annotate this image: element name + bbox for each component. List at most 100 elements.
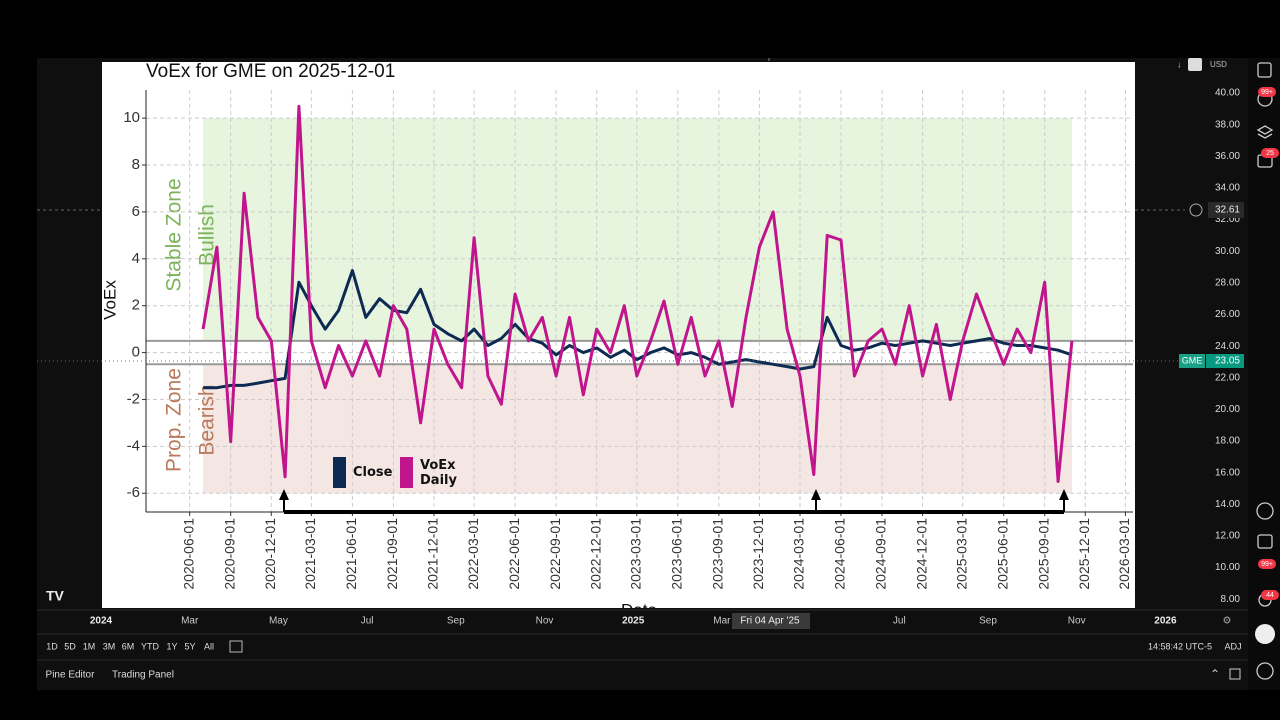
legend-entry: Close xyxy=(353,465,393,480)
currency[interactable]: USD xyxy=(1210,60,1227,69)
time-label: Nov xyxy=(536,616,554,627)
y-tick-label: 4 xyxy=(132,250,140,267)
price-label: 16.00 xyxy=(1215,467,1240,478)
range-button[interactable]: 1D xyxy=(46,641,58,651)
price-label: 14.00 xyxy=(1215,499,1240,510)
time-label: Sep xyxy=(447,616,465,627)
range-button[interactable]: 5Y xyxy=(184,641,195,651)
icon[interactable] xyxy=(1256,125,1274,139)
legend-swatch xyxy=(333,457,346,488)
badge xyxy=(1258,559,1276,569)
y-tick-label: -6 xyxy=(127,484,140,501)
zone-label: Bullish xyxy=(196,204,219,266)
annotation-arrowhead xyxy=(279,489,289,500)
bottom-tab[interactable]: Trading Panel xyxy=(112,670,174,681)
legend-swatch xyxy=(400,457,413,488)
sidebar-icons xyxy=(1256,62,1274,680)
x-tick-label: 2023-09-01 xyxy=(710,518,726,590)
x-tick-label: 2023-03-01 xyxy=(628,518,644,590)
time-label: Mar xyxy=(181,616,199,627)
time-label: Sep xyxy=(979,616,997,627)
range-button[interactable]: 1M xyxy=(83,641,96,651)
calendar-icon[interactable] xyxy=(229,640,243,653)
x-tick-label: 2022-09-01 xyxy=(547,518,563,590)
symbol-label: GME xyxy=(1182,355,1203,365)
crosshair-date: Fri 04 Apr '25 xyxy=(740,616,800,627)
last-price: 23.05 xyxy=(1215,356,1240,367)
price-label: 40.00 xyxy=(1215,88,1240,99)
price-label: 26.00 xyxy=(1215,309,1240,320)
x-tick-label: 2022-06-01 xyxy=(506,518,522,590)
price-label: 36.00 xyxy=(1215,151,1240,162)
range-button[interactable]: YTD xyxy=(141,641,160,651)
range-button[interactable]: 5D xyxy=(64,641,76,651)
x-tick-label: 2024-09-01 xyxy=(873,518,889,590)
price-label: 10.00 xyxy=(1215,562,1240,573)
add-alert[interactable] xyxy=(1189,203,1203,217)
zone xyxy=(203,364,1072,494)
adjust-toggle[interactable]: ADJ xyxy=(1224,641,1241,651)
y-tick-label: 0 xyxy=(132,344,140,361)
time-label: 2026 xyxy=(1154,616,1177,627)
zone xyxy=(203,118,1072,341)
badge-count: 99+ xyxy=(1261,89,1273,96)
apps-button[interactable] xyxy=(1255,624,1275,644)
icon[interactable] xyxy=(1256,502,1274,520)
bottom-tab[interactable]: Pine Editor xyxy=(46,670,96,681)
x-tick-label: 2021-09-01 xyxy=(384,518,400,590)
series-line xyxy=(203,269,1073,390)
price-label: 34.00 xyxy=(1215,183,1240,194)
right-sidebar xyxy=(1248,58,1280,690)
clock: 14:58:42 UTC-5 xyxy=(1148,641,1212,651)
legend-entry: VoEx Daily xyxy=(420,458,457,488)
price-label: 12.00 xyxy=(1215,531,1240,542)
crosshair-price: 32.61 xyxy=(1215,205,1240,216)
x-axis-label: Date xyxy=(621,600,657,619)
price-label: 22.00 xyxy=(1215,372,1240,383)
logo: TV xyxy=(46,588,65,604)
range-button[interactable]: All xyxy=(204,641,214,651)
x-tick-label: 2024-03-01 xyxy=(791,518,807,590)
download-icon[interactable]: ↓ xyxy=(1177,59,1182,69)
settings-icon[interactable]: ⚙ xyxy=(1223,616,1232,627)
y-tick-label: 6 xyxy=(132,203,140,220)
price-label: 20.00 xyxy=(1215,404,1240,415)
range-button[interactable]: 3M xyxy=(103,641,116,651)
price-label: 18.00 xyxy=(1215,436,1240,447)
symbol-box xyxy=(1179,354,1205,368)
y-tick-label: 2 xyxy=(132,297,140,314)
price-label: 30.00 xyxy=(1215,246,1240,257)
icon[interactable] xyxy=(1257,62,1272,78)
x-tick-label: 2020-09-01 xyxy=(221,518,237,590)
chart-title: VoEx for GME on 2025-12-01 xyxy=(146,61,395,82)
badge xyxy=(1261,590,1279,600)
time-label: Jul xyxy=(361,616,374,627)
time-label: 2025 xyxy=(622,616,645,627)
x-tick-label: 2025-12-01 xyxy=(1076,518,1092,590)
icon[interactable] xyxy=(1256,662,1274,680)
y-tick-label: 8 xyxy=(132,156,140,173)
toolbar-button[interactable] xyxy=(1188,58,1202,71)
x-tick-label: 2023-06-01 xyxy=(669,518,685,590)
range-button[interactable]: 6M xyxy=(122,641,135,651)
icon[interactable] xyxy=(1257,534,1273,549)
range-button[interactable]: 1Y xyxy=(166,641,177,651)
x-tick-label: 2026-03-01 xyxy=(1116,518,1132,590)
badge xyxy=(1258,87,1276,97)
time-label: 2024 xyxy=(90,616,113,627)
maximize-icon[interactable] xyxy=(1229,668,1241,680)
last-price-box xyxy=(1206,354,1244,368)
y-tick-label: -2 xyxy=(127,390,140,407)
badge-count: 25 xyxy=(1266,150,1274,157)
x-tick-label: 2024-12-01 xyxy=(913,518,929,590)
price-label: 38.00 xyxy=(1215,119,1240,130)
x-tick-label: 2022-12-01 xyxy=(587,518,603,590)
price-label: 8.00 xyxy=(1221,594,1241,605)
x-tick-label: 2024-06-01 xyxy=(832,518,848,590)
badge xyxy=(1261,148,1279,158)
time-label: Jul xyxy=(893,616,906,627)
price-label: 24.00 xyxy=(1215,341,1240,352)
collapse-icon[interactable]: ⌃ xyxy=(1210,667,1220,681)
